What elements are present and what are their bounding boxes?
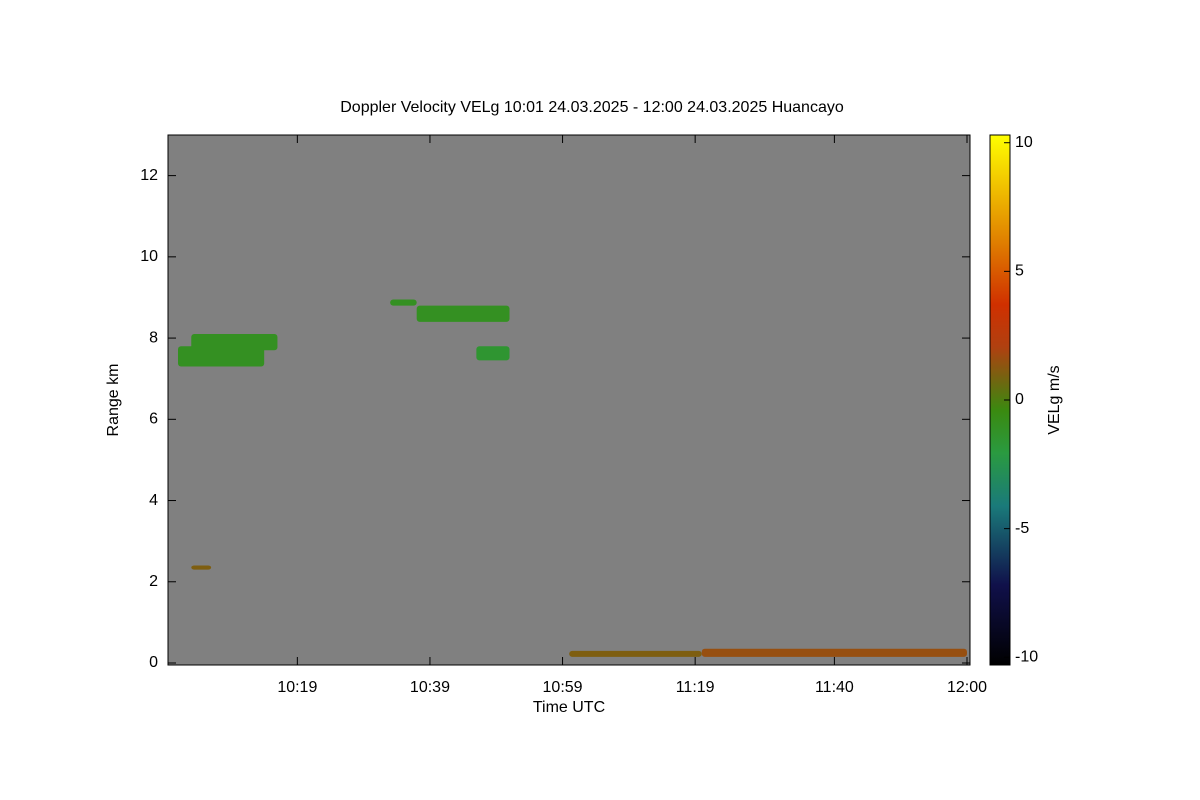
y-tick-label: 0 [149, 654, 158, 671]
y-tick-label: 2 [149, 573, 158, 590]
x-tick-label: 10:39 [410, 679, 450, 696]
plot-area [168, 135, 970, 665]
y-axis-label: Range km [105, 364, 122, 437]
echo-cell [701, 648, 967, 657]
plot-frame [167, 134, 971, 666]
x-tick-label: 12:00 [947, 679, 987, 696]
y-tick-label: 10 [140, 248, 158, 265]
y-tick-label: 8 [149, 329, 158, 346]
echo-cell [191, 565, 212, 570]
echo-cell [390, 299, 417, 306]
colorbar-tick-label: 10 [1015, 134, 1033, 151]
chart-title: Doppler Velocity VELg 10:01 24.03.2025 -… [340, 99, 844, 116]
x-tick-label: 11:40 [815, 679, 854, 696]
colorbar-tick-label: 0 [1015, 391, 1024, 408]
colorbar-tick-label: 5 [1015, 263, 1024, 280]
colorbar-tick-label: -5 [1015, 520, 1029, 537]
x-tick-label: 10:19 [277, 679, 317, 696]
echo-cell [178, 346, 265, 367]
echo-cell [191, 334, 278, 351]
x-tick-label: 11:19 [676, 679, 715, 696]
colorbar-label: VELg m/s [1046, 365, 1063, 434]
colorbar-tick-label: -10 [1015, 649, 1038, 666]
y-tick-label: 12 [140, 167, 158, 184]
y-tick-label: 4 [149, 492, 158, 509]
echo-cell [416, 305, 510, 322]
y-tick-label: 6 [149, 411, 158, 428]
x-axis-label: Time UTC [533, 699, 605, 716]
x-tick-label: 10:59 [543, 679, 583, 696]
echo-cell [476, 346, 510, 361]
echo-cell [569, 650, 702, 657]
